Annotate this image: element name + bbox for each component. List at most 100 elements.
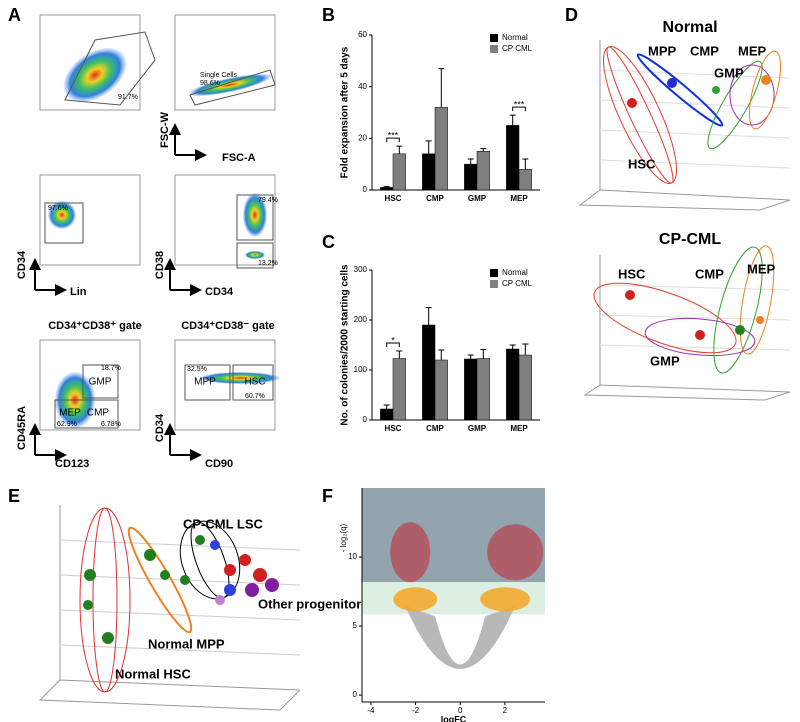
y-axis-label: Fold expansion after 5 days: [340, 46, 351, 178]
x-tick-label: CMP: [426, 194, 444, 203]
percentage: 91.7%: [118, 94, 138, 101]
plot-title: Normal: [662, 19, 717, 36]
panel-label: A: [8, 5, 21, 25]
x-tick-label: 2: [503, 706, 508, 715]
legend-swatch: [490, 45, 498, 53]
y-tick-label: 5: [353, 621, 358, 630]
percentage: 79.4%: [258, 197, 278, 204]
legend-swatch: [490, 280, 498, 288]
error-bar: [467, 158, 474, 165]
flow-density: [48, 48, 280, 428]
percentage: 13.2%: [258, 260, 278, 267]
error-bar: [396, 145, 403, 154]
cluster-label: GMP: [650, 353, 680, 368]
sig-annotation: ***: [388, 130, 399, 140]
panel-label: E: [8, 486, 20, 506]
x-tick-label: HSC: [385, 424, 402, 433]
cluster-label: Other progenitors: [258, 596, 369, 611]
axis-label: CD34: [154, 413, 166, 442]
axis-label: CD123: [55, 458, 89, 470]
y-tick-label: 0: [353, 690, 358, 699]
x-tick-label: MEP: [510, 194, 528, 203]
sig-annotation: ***: [514, 99, 525, 109]
panel-label: F: [322, 486, 333, 506]
cluster-label: MEP: [747, 261, 776, 276]
bar: [464, 163, 478, 191]
point-cloud: [405, 605, 516, 669]
sig-bracket: [386, 342, 400, 347]
x-tick-label: -2: [412, 706, 420, 715]
error-bar: [467, 354, 474, 359]
bar: [392, 153, 406, 191]
legend-swatch: [490, 269, 498, 277]
legend-swatch: [490, 34, 498, 42]
cluster-label: HSC: [618, 266, 646, 281]
sig-annotation: *: [391, 335, 395, 345]
y-tick-label: 100: [354, 365, 368, 374]
legend-label: Normal: [502, 268, 528, 277]
pca-3d-lsc: [38, 505, 301, 711]
gates: [44, 31, 276, 429]
error-bar: [509, 344, 516, 349]
percentage: 62.9%: [57, 421, 77, 428]
legend-label: Normal: [502, 33, 528, 42]
cluster-label: Normal MPP: [148, 636, 225, 651]
gate-title: CD34⁺CD38⁺ gate: [48, 320, 142, 332]
cluster-label: MEP: [738, 43, 767, 58]
error-bar: [425, 140, 432, 154]
point-cloud: [390, 522, 431, 583]
gate-label: MEP: [59, 408, 81, 419]
axis-label: CD45RA: [16, 406, 28, 450]
cluster-label: HSC: [628, 156, 656, 171]
axis-label: CD90: [205, 458, 233, 470]
y-tick-label: 60: [358, 30, 367, 39]
x-tick-label: GMP: [468, 424, 487, 433]
y-tick-label: 10: [348, 552, 357, 561]
axis-arrows: [29, 123, 207, 461]
gate-title: CD34⁺CD38⁻ gate: [181, 320, 275, 332]
x-tick-label: MEP: [510, 424, 528, 433]
bar: [506, 348, 520, 421]
x-tick-label: -4: [367, 706, 375, 715]
percentage: 18.7%: [101, 365, 121, 372]
axis-label: FSC-W: [159, 111, 171, 148]
bar: [422, 324, 436, 421]
pca-3d-cml: [583, 245, 791, 401]
sig-bracket: [512, 106, 526, 112]
error-bar: [522, 343, 529, 355]
percentage: 97.6%: [48, 205, 68, 212]
gate-label: HSC: [244, 377, 265, 388]
error-bar: [438, 68, 445, 108]
percentage: 32.5%: [187, 366, 207, 373]
pca-3d-normal: [578, 40, 791, 211]
cluster-label: CP-CML LSC: [183, 516, 264, 531]
error-bar: [383, 186, 390, 188]
point-cloud: [480, 587, 531, 612]
x-tick-label: 0: [458, 706, 463, 715]
error-bar: [480, 349, 487, 359]
error-bar: [383, 404, 390, 409]
axis-label: CD34: [205, 286, 234, 298]
axis-label: FSC-A: [222, 152, 256, 164]
gate-label: GMP: [89, 377, 112, 388]
bar: [464, 358, 478, 421]
legend-label: CP CML: [502, 279, 533, 288]
legend-label: CP CML: [502, 44, 533, 53]
gate-label: MPP: [194, 377, 216, 388]
bar: [518, 354, 532, 421]
error-bar: [396, 350, 403, 359]
bar: [476, 151, 490, 191]
percentage: 60.7%: [245, 393, 265, 400]
point-cloud: [487, 524, 544, 581]
x-tick-label: GMP: [468, 194, 487, 203]
axis-label: CD38: [154, 251, 166, 279]
y-tick-label: 20: [358, 133, 367, 142]
y-tick-label: 40: [358, 82, 367, 91]
x-axis-label: logFC: [441, 714, 467, 722]
y-tick-label: 0: [363, 415, 368, 424]
bar: [380, 187, 394, 191]
x-tick-label: CMP: [426, 424, 444, 433]
percentage: 6.78%: [101, 421, 121, 428]
